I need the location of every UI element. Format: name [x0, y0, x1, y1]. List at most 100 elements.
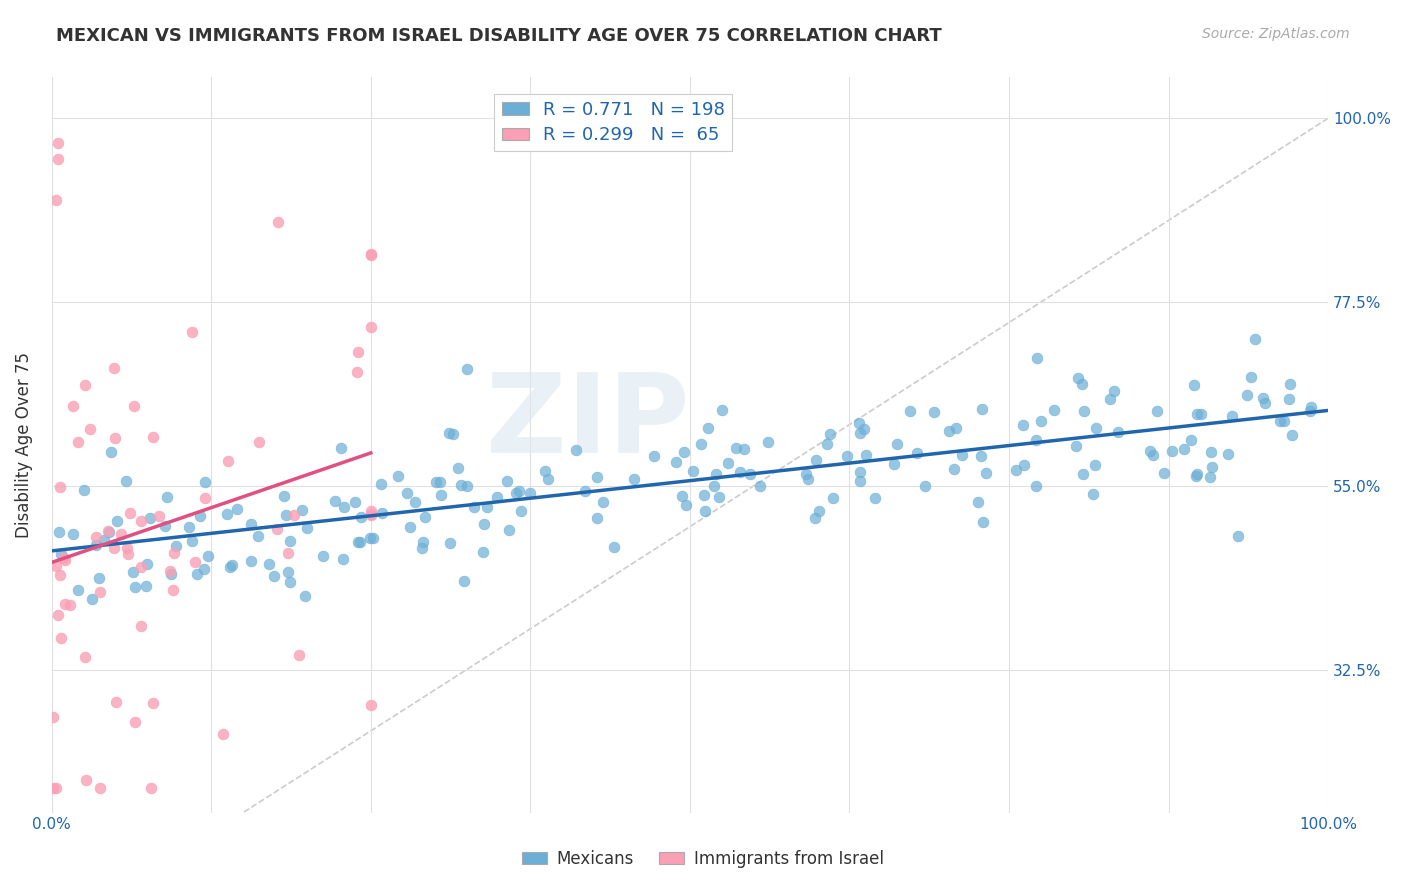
Point: [508, 483, 530, 498]
Point: [277, 546, 299, 560]
Point: [117, 547, 139, 561]
Point: [1153, 466, 1175, 480]
Text: Source: ZipAtlas.com: Source: ZipAtlas.com: [1202, 27, 1350, 41]
Point: [142, 697, 165, 711]
Point: [808, 504, 831, 518]
Point: [574, 484, 596, 499]
Y-axis label: Disability Age Over 75: Disability Age Over 75: [15, 352, 32, 538]
Point: [602, 540, 624, 554]
Point: [643, 449, 665, 463]
Point: [1278, 376, 1301, 391]
Point: [344, 495, 367, 509]
Point: [441, 426, 464, 441]
Point: [346, 365, 368, 379]
Point: [266, 522, 288, 536]
Point: [972, 401, 994, 416]
Point: [193, 562, 215, 576]
Point: [1026, 351, 1049, 365]
Point: [429, 475, 451, 490]
Point: [131, 619, 153, 633]
Point: [194, 491, 217, 505]
Point: [1240, 370, 1263, 384]
Point: [922, 405, 945, 419]
Point: [97, 524, 120, 538]
Point: [429, 488, 451, 502]
Point: [139, 511, 162, 525]
Point: [1064, 439, 1087, 453]
Point: [974, 466, 997, 480]
Point: [135, 558, 157, 572]
Point: [347, 345, 370, 359]
Point: [474, 517, 496, 532]
Point: [1218, 447, 1240, 461]
Point: [360, 503, 382, 517]
Point: [848, 416, 870, 430]
Point: [186, 566, 208, 581]
Point: [1254, 395, 1277, 409]
Point: [188, 508, 211, 523]
Point: [75, 378, 97, 392]
Point: [804, 511, 827, 525]
Point: [950, 448, 973, 462]
Point: [756, 435, 779, 450]
Point: [1272, 414, 1295, 428]
Point: [66, 583, 89, 598]
Point: [89, 780, 111, 795]
Point: [360, 508, 382, 522]
Point: [48, 525, 70, 540]
Point: [350, 510, 373, 524]
Point: [110, 527, 132, 541]
Point: [1071, 377, 1094, 392]
Point: [446, 461, 468, 475]
Point: [883, 457, 905, 471]
Point: [59, 598, 82, 612]
Point: [704, 467, 727, 482]
Point: [217, 454, 239, 468]
Point: [103, 541, 125, 556]
Point: [943, 462, 966, 476]
Point: [1043, 403, 1066, 417]
Point: [1281, 427, 1303, 442]
Point: [849, 475, 872, 489]
Point: [738, 467, 761, 481]
Point: [80, 592, 103, 607]
Point: [853, 422, 876, 436]
Point: [359, 531, 381, 545]
Point: [463, 500, 485, 514]
Point: [399, 520, 422, 534]
Point: [689, 437, 711, 451]
Point: [794, 467, 817, 481]
Point: [450, 478, 472, 492]
Point: [361, 531, 384, 545]
Point: [1142, 448, 1164, 462]
Point: [1071, 467, 1094, 481]
Point: [360, 248, 382, 262]
Point: [225, 502, 247, 516]
Point: [1185, 408, 1208, 422]
Point: [107, 514, 129, 528]
Point: [346, 535, 368, 549]
Point: [312, 549, 335, 563]
Point: [53, 553, 76, 567]
Point: [323, 493, 346, 508]
Point: [162, 582, 184, 597]
Point: [1182, 378, 1205, 392]
Point: [183, 555, 205, 569]
Point: [84, 538, 107, 552]
Point: [1025, 433, 1047, 447]
Point: [49, 631, 72, 645]
Point: [62, 399, 84, 413]
Point: [733, 442, 755, 456]
Point: [972, 515, 994, 529]
Point: [103, 360, 125, 375]
Point: [519, 485, 541, 500]
Point: [332, 552, 354, 566]
Text: ZIP: ZIP: [486, 369, 689, 476]
Point: [124, 580, 146, 594]
Point: [439, 536, 461, 550]
Point: [471, 545, 494, 559]
Point: [84, 530, 107, 544]
Point: [665, 455, 688, 469]
Point: [623, 472, 645, 486]
Point: [1184, 468, 1206, 483]
